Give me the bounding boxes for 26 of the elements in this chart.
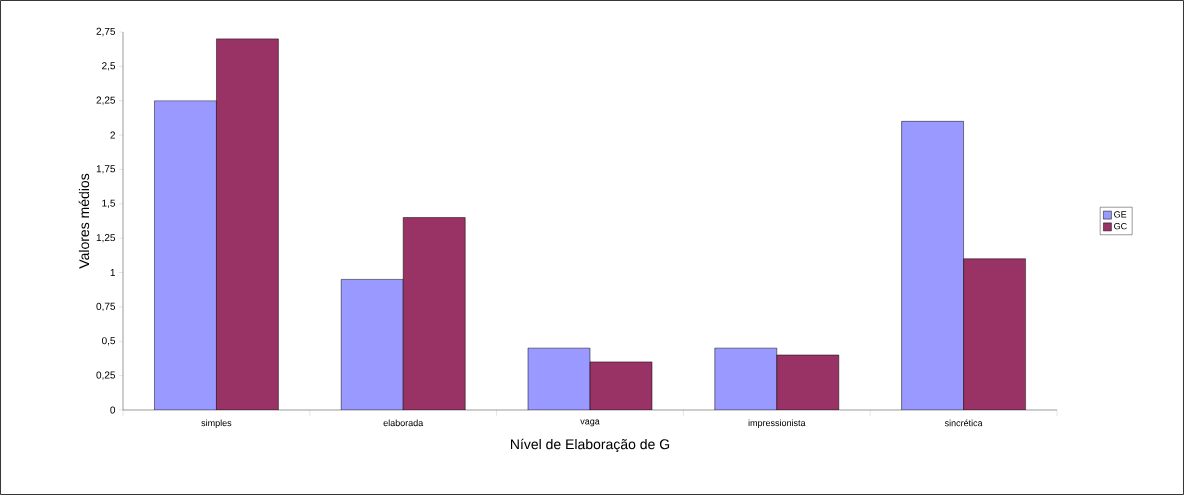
legend-label: GE	[1114, 211, 1127, 218]
y-tick-label: 1,25	[96, 234, 116, 243]
y-tick-label: 2,5	[102, 62, 116, 71]
x-tick-label: sincrética	[944, 419, 983, 427]
bar	[216, 38, 279, 410]
x-tick-label: simples	[201, 419, 232, 428]
y-tick-label: 0	[110, 406, 116, 414]
y-tick-label: 2	[110, 131, 115, 139]
x-tick-label: vaga	[580, 419, 600, 427]
bar	[403, 217, 466, 410]
y-tick-label: 0,75	[96, 302, 116, 312]
bar	[590, 361, 652, 410]
bar	[776, 355, 839, 410]
y-tick-label: 0,25	[96, 371, 116, 380]
y-axis-title: Valores médios	[78, 173, 90, 269]
y-tick-label: 0,5	[101, 337, 116, 346]
x-tick-label: elaborada	[383, 419, 424, 427]
y-tick-label: 2,25	[96, 96, 116, 105]
y-tick-label: 2,75	[96, 27, 116, 37]
x-axis-title: Nível de Elaboração de G	[510, 438, 670, 453]
legend-label: GC	[1114, 222, 1127, 230]
y-tick-label: 1,5	[102, 199, 116, 208]
y-tick-label: 1	[110, 269, 115, 276]
y-tick-label: 1,75	[96, 165, 116, 174]
x-tick-label: impressionista	[748, 419, 806, 428]
bar	[963, 258, 1026, 410]
